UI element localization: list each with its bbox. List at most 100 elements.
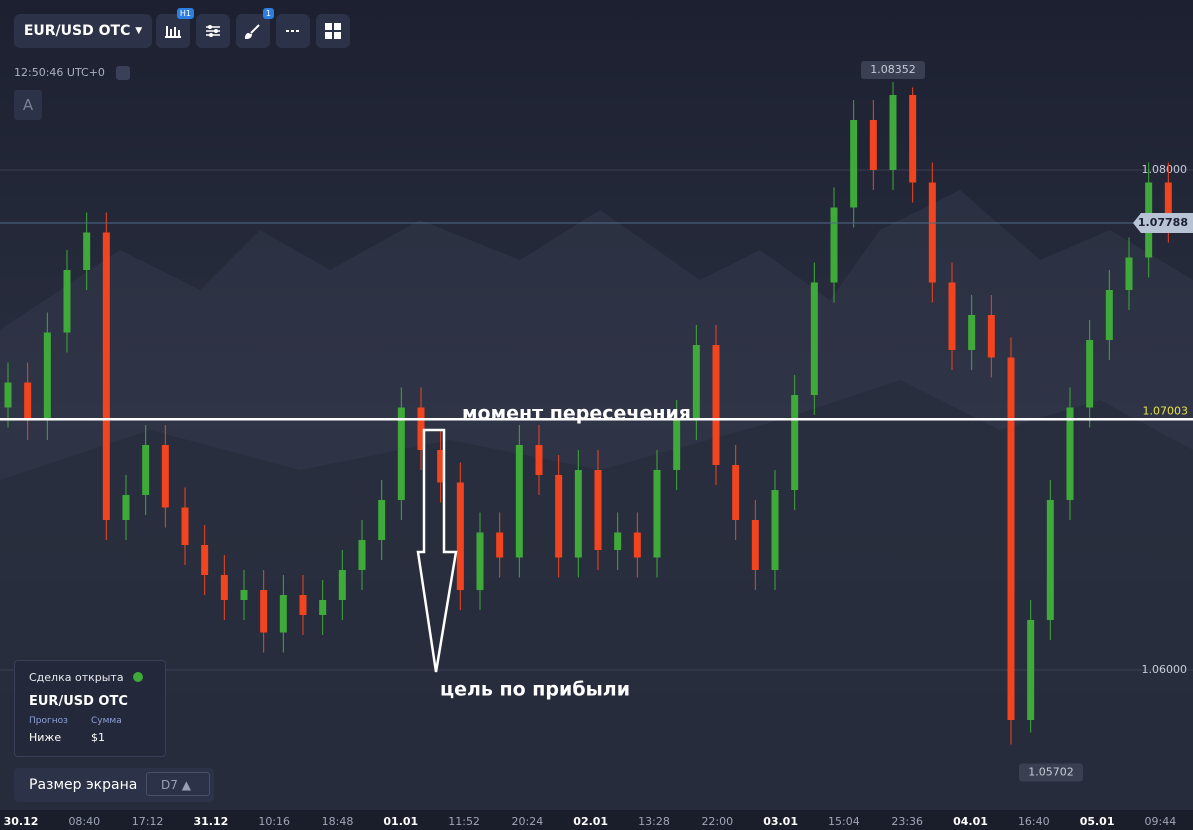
y-tick-label: 1.08000 <box>1142 163 1188 176</box>
candle-body <box>338 570 346 600</box>
x-tick-label: 31.12 <box>194 815 229 828</box>
low-tag-box <box>1019 763 1083 782</box>
candle-body <box>653 470 661 558</box>
candle-body <box>4 382 12 408</box>
candle-body <box>535 445 543 475</box>
candle-body <box>594 470 602 550</box>
current-price-tag <box>1133 213 1193 233</box>
candle-body <box>928 182 936 283</box>
candle-body <box>1125 257 1133 290</box>
trade-symbol: EUR/USD OTC <box>29 694 128 709</box>
level-price: 1.07003 <box>1143 404 1189 417</box>
chart-type-button[interactable]: H1 <box>156 8 194 48</box>
candle-body <box>496 532 504 558</box>
x-tick-label: 18:48 <box>322 815 354 828</box>
candle-body <box>791 395 799 490</box>
candle-body <box>732 465 740 520</box>
indicator-button[interactable]: A <box>14 90 42 120</box>
amount: $1 <box>91 731 105 744</box>
candle-body <box>830 207 838 283</box>
x-tick-label: 17:12 <box>132 815 164 828</box>
candle-body <box>889 95 897 170</box>
candle-body <box>1105 290 1113 340</box>
candle-body <box>1046 500 1054 620</box>
candle-body <box>63 270 71 333</box>
drawings-button[interactable]: 1 <box>236 8 274 48</box>
candle-body <box>122 495 130 520</box>
settings-button[interactable] <box>116 66 131 80</box>
target-arrow <box>416 428 458 673</box>
candle-body <box>1027 620 1035 720</box>
candle-body <box>24 382 32 420</box>
candle-body <box>1066 407 1074 500</box>
status-icon <box>133 672 143 682</box>
candle-body <box>909 95 917 183</box>
candle-body <box>279 595 287 633</box>
candle-body <box>1164 182 1172 223</box>
screen-size-value: D7 <box>161 778 178 792</box>
candle-body <box>299 595 307 615</box>
candle-body <box>810 282 818 395</box>
trade-panel: Сделка открыта EUR/USD OTC Прогноз Сумма… <box>14 660 166 757</box>
candle-body <box>712 345 720 465</box>
candle-body <box>43 332 51 420</box>
forecast: Ниже <box>29 731 62 744</box>
x-tick-label: 09:44 <box>1145 815 1177 828</box>
screen-size-select[interactable]: D7 ▲ <box>146 772 210 796</box>
candle-body <box>83 232 91 270</box>
candle-body <box>358 540 366 570</box>
x-tick-label: 13:28 <box>638 815 670 828</box>
amount-label: Сумма <box>91 716 122 726</box>
indicators-button[interactable] <box>196 14 230 48</box>
candle-body <box>319 600 327 615</box>
candle-body <box>397 407 405 500</box>
candle-body <box>260 590 268 633</box>
low-price: 1.05702 <box>1028 766 1074 779</box>
annotation: цель по прибыли <box>440 679 630 701</box>
candle-body <box>614 532 622 550</box>
candle-body <box>771 490 779 570</box>
badge: 1 <box>262 8 274 19</box>
mountains-front <box>0 380 1193 810</box>
candle-body <box>142 445 150 495</box>
candle-body <box>673 420 681 470</box>
time: 12:50:46 <box>14 66 64 79</box>
x-tick-label: 15:04 <box>828 815 860 828</box>
candle-body <box>437 450 445 483</box>
candle-body <box>692 345 700 420</box>
candle-body <box>948 282 956 350</box>
candle-body <box>555 475 563 558</box>
candle-body <box>417 407 425 450</box>
x-tick-label: 02.01 <box>573 815 608 828</box>
candle-body <box>869 120 877 170</box>
x-tick-label: 03.01 <box>763 815 798 828</box>
x-tick-label: 08:40 <box>68 815 100 828</box>
candle-body <box>476 532 484 590</box>
x-tick-label: 22:00 <box>701 815 733 828</box>
candle-body <box>161 445 169 508</box>
candle-body <box>456 482 464 590</box>
x-tick-label: 16:40 <box>1018 815 1050 828</box>
plot-area: 1.08000 1.06000 <box>0 82 1193 745</box>
x-tick-label: 10:16 <box>258 815 290 828</box>
trade-status: Сделка открыта <box>29 671 124 684</box>
layout-button[interactable] <box>316 14 350 48</box>
x-tick-label: 30.12 <box>4 815 39 828</box>
y-tick-label: 1.06000 <box>1142 663 1188 676</box>
icon <box>325 23 341 39</box>
current-price: 1.07788 <box>1138 216 1188 229</box>
x-tick-label: 23:36 <box>891 815 923 828</box>
high-tag-box <box>861 61 925 79</box>
icon <box>245 24 260 39</box>
icon <box>286 30 300 32</box>
symbol-select[interactable]: EUR/USD OTC ▼ <box>14 14 152 48</box>
candle-body <box>240 590 248 600</box>
annotation: момент пересечения <box>462 403 691 425</box>
more-button[interactable] <box>276 14 310 48</box>
candle-body <box>751 520 759 570</box>
screen-size: Размер экрана D7 ▲ <box>14 768 214 802</box>
timezone: UTC+0 <box>66 66 105 79</box>
candle-body <box>968 315 976 350</box>
